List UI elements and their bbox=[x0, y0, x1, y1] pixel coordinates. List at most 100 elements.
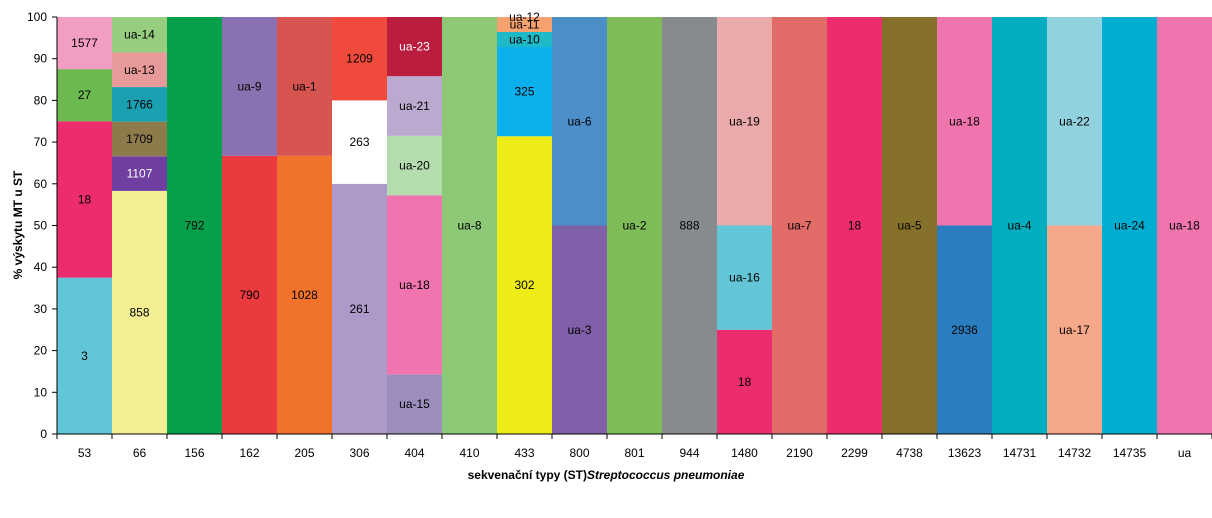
bar-segment-205-1 bbox=[277, 17, 333, 156]
bar-segment-label: ua-15 bbox=[399, 397, 430, 411]
bar-segment-4738-0 bbox=[882, 17, 938, 434]
x-tick-label-1480: 1480 bbox=[731, 446, 758, 460]
bar-segment-1480-0 bbox=[717, 329, 773, 434]
bar-segment-label: ua-4 bbox=[1007, 219, 1031, 233]
bar-segment-label: ua-22 bbox=[1059, 114, 1090, 128]
bar-segment-433-3 bbox=[497, 17, 553, 33]
bar-segment-label: 792 bbox=[184, 219, 204, 233]
bar-segment-162-0 bbox=[222, 155, 278, 435]
axes-layer: 0 10 20 30 40 50 60 70 80 90 100 53 66 156 162 205 306 40… bbox=[27, 10, 1212, 460]
x-tick-label-13623: 13623 bbox=[948, 446, 982, 460]
bar-segment-53-0 bbox=[57, 277, 113, 435]
y-tick-label: 70 bbox=[34, 135, 48, 149]
x-tick-label-410: 410 bbox=[459, 446, 479, 460]
x-tick-label-944: 944 bbox=[679, 446, 699, 460]
bar-segment-label: ua-24 bbox=[1114, 219, 1145, 233]
bar-segment-label: 888 bbox=[679, 219, 699, 233]
bar-segment-label: ua-3 bbox=[567, 323, 591, 337]
bar-segment-label: 858 bbox=[129, 305, 149, 319]
bar-segment-label: ua-7 bbox=[787, 219, 811, 233]
bars-layer: 3 18 27 1577 858 1107 1709 1766 ua-13 ua-14 792 790… bbox=[57, 10, 1212, 435]
bar-segment-label: ua-18 bbox=[1169, 219, 1200, 233]
bar-segment-label: ua-20 bbox=[399, 159, 430, 173]
bar-segment-66-5 bbox=[112, 17, 168, 53]
bar-segment-66-0 bbox=[112, 190, 168, 434]
bar-segment-306-1 bbox=[332, 100, 388, 184]
x-axis-title-main: sekvenační typy (ST) bbox=[468, 468, 587, 482]
bar-segment-label: 1209 bbox=[346, 52, 373, 66]
y-tick-label: 50 bbox=[34, 219, 48, 233]
bar-segment-label: ua-6 bbox=[567, 114, 591, 128]
x-tick-label-800: 800 bbox=[569, 446, 589, 460]
x-axis-title-italic: Streptococcus pneumoniae bbox=[587, 468, 745, 482]
x-tick-label-156: 156 bbox=[184, 446, 204, 460]
bar-segment-404-4 bbox=[387, 17, 443, 77]
bar-segment-label: 18 bbox=[738, 375, 752, 389]
y-tick-label: 0 bbox=[40, 427, 47, 441]
y-tick-label: 20 bbox=[34, 344, 48, 358]
bar-segment-label: ua-2 bbox=[622, 219, 646, 233]
y-tick-label: 60 bbox=[34, 177, 48, 191]
x-tick-label-14732: 14732 bbox=[1058, 446, 1092, 460]
bar-segment-2299-0 bbox=[827, 17, 883, 434]
bar-segment-label: ua-5 bbox=[897, 219, 921, 233]
bar-segment-162-1 bbox=[222, 17, 278, 156]
bar-segment-53-1 bbox=[57, 121, 113, 278]
bar-segment-66-1 bbox=[112, 156, 168, 191]
bar-segment-label: 790 bbox=[239, 288, 259, 302]
bar-segment-14732-1 bbox=[1047, 17, 1103, 226]
bar-segment-66-2 bbox=[112, 121, 168, 157]
bar-segment-13623-1 bbox=[937, 17, 993, 226]
bar-segment-label: 1577 bbox=[71, 36, 98, 50]
bar-segment-label: ua-14 bbox=[124, 28, 155, 42]
bar-segment-label: 18 bbox=[78, 192, 92, 206]
bar-segment-label: 1028 bbox=[291, 288, 318, 302]
bar-segment-label: ua-10 bbox=[509, 33, 540, 47]
bar-segment-label: ua-18 bbox=[399, 278, 430, 292]
y-tick-label: 40 bbox=[34, 260, 48, 274]
bar-segment-label: 263 bbox=[349, 135, 369, 149]
bar-segment-404-1 bbox=[387, 195, 443, 375]
bar-segment-433-2 bbox=[497, 32, 553, 48]
y-axis-title: % výskytu MT u ST bbox=[11, 170, 25, 279]
bar-segment-label: 1766 bbox=[126, 97, 153, 111]
y-tick-label: 80 bbox=[34, 93, 48, 107]
bar-segment-306-0 bbox=[332, 183, 388, 434]
bar-segment-label: ua-11 bbox=[510, 18, 540, 32]
bar-segment-404-2 bbox=[387, 135, 443, 196]
bar-segment-306-2 bbox=[332, 17, 388, 101]
x-tick-label-53: 53 bbox=[78, 446, 92, 460]
x-tick-label-433: 433 bbox=[514, 446, 534, 460]
bar-segment-label: 1709 bbox=[126, 132, 153, 146]
bar-segment-404-0 bbox=[387, 374, 443, 434]
bar-segment-label: ua-1 bbox=[292, 79, 316, 93]
bar-segment-label: 18 bbox=[848, 219, 862, 233]
bar-segment-13623-0 bbox=[937, 225, 993, 434]
bar-segment-66-3 bbox=[112, 87, 168, 122]
x-tick-label-205: 205 bbox=[294, 446, 314, 460]
bar-segment-404-3 bbox=[387, 76, 443, 136]
bar-segment-label: ua-21 bbox=[399, 99, 430, 113]
bar-segment-944-0 bbox=[662, 17, 718, 434]
bar-segment-ua-0 bbox=[1157, 17, 1212, 434]
bar-segment-label: ua-23 bbox=[399, 40, 430, 54]
x-tick-label-14731: 14731 bbox=[1003, 446, 1037, 460]
x-tick-label-2299: 2299 bbox=[841, 446, 868, 460]
bar-segment-410-0 bbox=[442, 17, 498, 434]
x-tick-label-14735: 14735 bbox=[1113, 446, 1147, 460]
bar-segment-label: ua-19 bbox=[729, 114, 760, 128]
x-tick-label-66: 66 bbox=[133, 446, 147, 460]
bar-segment-2190-0 bbox=[772, 17, 828, 434]
bar-segment-66-4 bbox=[112, 52, 168, 88]
x-tick-label-ua: ua bbox=[1178, 446, 1192, 460]
bar-segment-433-1 bbox=[497, 47, 553, 137]
x-tick-label-2190: 2190 bbox=[786, 446, 813, 460]
bar-segment-label: ua-18 bbox=[949, 114, 980, 128]
bar-segment-label: ua-17 bbox=[1059, 323, 1090, 337]
bar-segment-label: ua-16 bbox=[729, 271, 760, 285]
x-tick-label-162: 162 bbox=[239, 446, 259, 460]
bar-segment-14735-0 bbox=[1102, 17, 1158, 434]
x-tick-label-404: 404 bbox=[404, 446, 424, 460]
